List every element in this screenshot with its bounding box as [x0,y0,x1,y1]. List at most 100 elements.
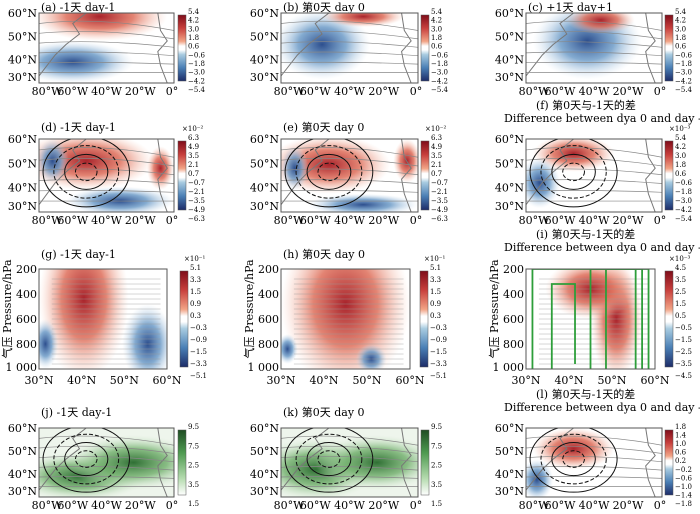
lat-tick-label: 60°N [640,374,669,387]
panel-b: (b) 第0天 day 0 60°N 50°N 40°N 30°N80°W60°W 40°… [250,0,449,98]
pressure-tick-label: 800 [503,338,524,351]
colorbar-tick-label: 0.6 [431,43,443,51]
contour-line [281,41,418,48]
lon-tick-label: 80°W [274,214,305,227]
colorbar-tick-label: 1.8 [675,161,686,169]
lat-tick-label: 60°N [8,422,37,435]
colorbar-tick-label: 4.9 [188,143,199,151]
lat-tick-label: 30°N [495,200,524,213]
colorbar-tick-label: −3.3 [190,360,207,368]
colorbar-tick-label: −3.0 [675,197,692,205]
contour-line [526,179,662,184]
colorbar-tick-label: 1.5 [430,288,441,296]
colorbar-tick-label: 0.7 [188,170,199,178]
colorbar-scale [420,14,430,82]
contour-line [529,139,618,208]
lon-tick-label: 60°W [300,85,331,98]
contour-line [281,179,418,184]
contour-line [295,433,363,485]
colorbar-tick-label: −0.3 [190,324,207,332]
lon-tick-label: 80°W [32,214,63,227]
lon-tick-label: 0° [166,214,179,227]
lat-tick-label: 40°N [250,468,279,481]
colorbar-tick-label: −2.1 [431,188,448,196]
shading-blob [147,146,174,191]
contour-line [39,476,174,479]
shading-blob [308,193,418,212]
contour-line [39,20,174,31]
colorbar: ×10⁻²6.34.93.52.10.7−0.7−2.1−3.5−4.9−6.3 [177,125,205,223]
colorbar: ×10⁻³4.5 3.5 2.5 1.5 0.5 −0.5 −1.5 −2.5 −3.5 −4.5 [664,255,692,380]
colorbar-tick-label: −4.9 [431,206,448,214]
colorbar-tick-label: 5.1 [430,264,441,272]
lon-tick-label: 60°W [545,85,576,98]
colorbar-scale [664,429,674,496]
coastline-americas [526,13,574,77]
colorbar-tick-label: −1.5 [190,348,207,356]
colorbar-scale [179,270,189,368]
lat-tick-label: 60°N [250,422,279,435]
coastline-americas [281,139,330,206]
colorbar-tick-label: −5.1 [190,372,207,380]
lon-tick-label: 40°W [91,499,122,512]
panel-title: (i) 第0天与-1天的差 [536,227,635,241]
lon-tick-label: 40°W [579,214,610,227]
colorbar-tick-label: −3.5 [675,360,692,368]
lat-tick-label: 60°N [495,7,524,20]
lat-tick-label: 30°N [250,71,279,84]
colorbar-tick-label: 3.0 [675,152,686,160]
shading-blob [322,13,405,27]
colorbar-tick-label: 4.2 [675,17,686,25]
colorbar-tick-label: −3.5 [188,197,205,205]
colorbar-tick-label: 1.8 [675,34,686,42]
lon-tick-label: 20°W [613,499,644,512]
lat-tick-label: 50°N [250,157,279,170]
panel-c: (c) +1天 day+1 60°N 50°N 40°N 30°N80°W60°W 40°… [495,1,693,98]
lat-tick-label: 30°N [511,374,540,387]
colorbar-tick-label: −0.7 [431,179,448,187]
lon-tick-label: 80°W [32,85,63,98]
colorbar-tick-label: 0.5 [675,312,686,320]
pressure-tick-label: 200 [258,263,279,276]
colorbar-tick-label: −1.8 [188,60,205,68]
contour-line [526,157,662,167]
lon-tick-label: 40°W [334,214,365,227]
colorbar-tick-label: 3.5 [188,481,199,489]
colorbar-tick-label: 0.6 [675,449,687,457]
contour-line [53,145,120,199]
plot-frame [280,268,411,370]
contour-line [540,433,607,485]
lat-tick-label: 40°N [495,182,524,195]
colorbar-tick-label: 3.3 [190,276,201,284]
colorbar-tick-label: 5.1 [190,264,201,272]
plot-frame [525,268,656,370]
coastline-americas [39,428,87,491]
contour-line [281,147,418,158]
colorbar-tick-label: 9.5 [188,423,199,431]
colorbar-tick-label: −0.6 [675,51,693,59]
coastline-americas [281,428,330,491]
colorbar-tick-label: −0.6 [188,51,206,59]
colorbar-tick-label: 1.8 [188,34,199,42]
contour-line [306,153,352,190]
lat-tick-label: 50°N [250,30,279,43]
lat-tick-label: 30°N [250,485,279,498]
panel-title: (b) 第0天 day 0 [283,0,365,14]
colorbar-scale [420,140,430,211]
y-axis-label: 气压 Pressure/hPa [487,259,501,359]
pressure-tick-label: 400 [503,288,524,301]
lon-tick-label: 40°W [334,499,365,512]
panel-title: (a) -1天 day-1 [41,1,115,14]
lon-tick-label: 60°W [57,85,88,98]
panel-title: (h) 第0天 day 0 [283,247,365,261]
panel-subtitle: Difference between dya 0 and day -1 [504,112,700,125]
colorbar-exponent: ×10⁻¹ [424,255,445,263]
colorbar-tick-label: −4.2 [431,77,448,85]
contour-line [39,147,174,158]
colorbar-tick-label: −3.5 [431,197,448,205]
shading-blob [39,139,154,191]
lat-tick-label: 40°N [8,54,37,67]
field-g [39,269,167,369]
